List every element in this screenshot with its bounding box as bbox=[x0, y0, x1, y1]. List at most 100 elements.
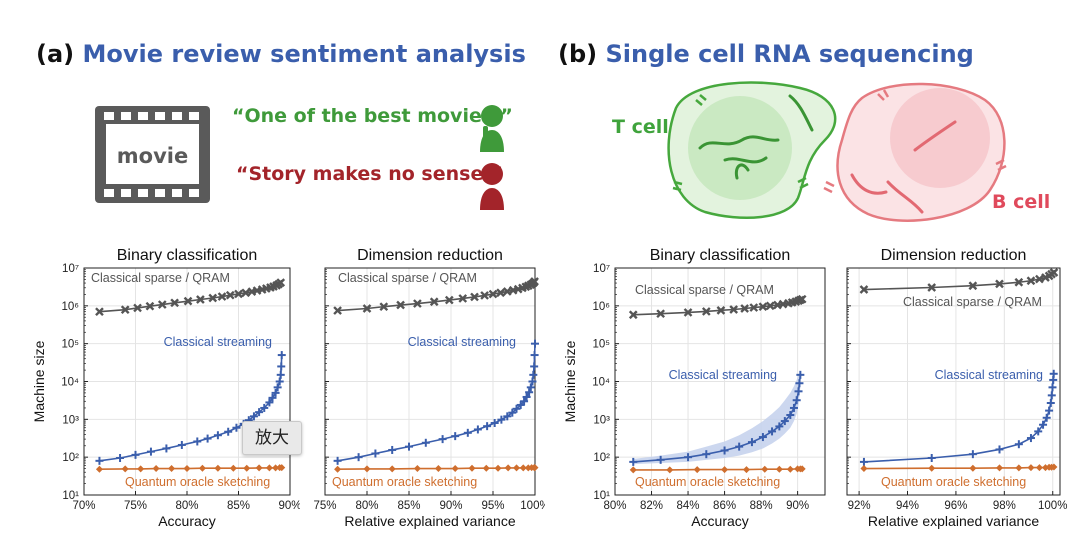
data-point-plus bbox=[451, 432, 460, 441]
data-point-diamond bbox=[388, 465, 396, 473]
data-point-cross bbox=[208, 293, 218, 303]
data-point-diamond bbox=[721, 466, 729, 474]
data-point-cross bbox=[716, 305, 726, 315]
series-annotation: Classical streaming bbox=[669, 368, 777, 382]
data-point-plus bbox=[1034, 427, 1043, 436]
x-tick-label: 98% bbox=[993, 500, 1016, 512]
y-axis-label: Machine size bbox=[31, 340, 47, 422]
data-point-plus bbox=[758, 433, 767, 442]
data-point-diamond bbox=[468, 464, 476, 472]
data-point-cross bbox=[480, 291, 489, 300]
data-point-cross bbox=[765, 301, 775, 311]
data-point-plus bbox=[629, 457, 638, 466]
data-point-plus bbox=[333, 456, 342, 465]
data-point-diamond bbox=[524, 464, 532, 472]
data-point-plus bbox=[780, 417, 789, 426]
x-tick-label: 85% bbox=[227, 500, 250, 512]
data-point-cross bbox=[683, 308, 693, 317]
y-tick-label: 10¹ bbox=[593, 490, 610, 502]
series-line bbox=[863, 466, 1055, 470]
data-point-cross bbox=[740, 304, 750, 313]
y-tick-label: 10⁴ bbox=[61, 377, 79, 389]
data-point-plus bbox=[508, 408, 517, 417]
data-point-diamond bbox=[434, 465, 442, 473]
data-point-diamond bbox=[1027, 464, 1035, 472]
panel-a-heading: (a) Movie review sentiment analysis bbox=[36, 40, 526, 68]
data-point-plus bbox=[193, 437, 202, 446]
data-point-cross bbox=[488, 289, 498, 299]
data-point-cross bbox=[157, 300, 167, 309]
data-point-cross bbox=[1049, 268, 1059, 277]
data-point-plus bbox=[438, 435, 447, 444]
data-point-plus bbox=[271, 388, 280, 397]
data-point-plus bbox=[232, 423, 241, 432]
data-point-diamond bbox=[666, 466, 674, 474]
data-point-plus bbox=[213, 431, 222, 440]
data-point-plus bbox=[927, 454, 936, 463]
data-point-diamond bbox=[229, 464, 237, 472]
data-point-cross bbox=[241, 288, 251, 298]
data-point-cross bbox=[120, 305, 130, 315]
data-point-cross bbox=[170, 298, 179, 308]
data-point-plus bbox=[463, 428, 472, 437]
data-point-diamond bbox=[798, 465, 806, 473]
data-point-plus bbox=[268, 393, 277, 402]
data-point-plus bbox=[794, 387, 803, 396]
x-tick-label: 80% bbox=[175, 500, 198, 512]
data-point-plus bbox=[968, 450, 977, 459]
data-point-plus bbox=[735, 442, 744, 451]
data-point-plus bbox=[490, 418, 499, 427]
data-point-cross bbox=[444, 295, 454, 305]
data-point-plus bbox=[656, 455, 665, 464]
data-point-diamond bbox=[504, 464, 512, 472]
chart-title: Binary classification bbox=[650, 247, 791, 264]
data-point-plus bbox=[421, 438, 430, 447]
data-point-cross bbox=[496, 288, 505, 298]
y-axis-label: Machine size bbox=[562, 340, 578, 422]
data-point-diamond bbox=[969, 464, 977, 472]
data-point-plus bbox=[520, 397, 529, 406]
data-point-plus bbox=[1048, 383, 1057, 392]
data-point-plus bbox=[786, 411, 795, 420]
data-point-plus bbox=[1014, 440, 1023, 449]
data-point-plus bbox=[497, 415, 506, 424]
data-point-diamond bbox=[786, 465, 794, 473]
data-point-diamond bbox=[137, 465, 145, 473]
data-point-cross bbox=[749, 303, 759, 312]
data-point-plus bbox=[177, 440, 186, 449]
data-point-diamond bbox=[168, 465, 176, 473]
data-point-cross bbox=[217, 292, 227, 301]
data-point-plus bbox=[116, 454, 125, 463]
data-point-diamond bbox=[451, 465, 459, 473]
data-point-plus bbox=[525, 388, 534, 397]
thumbs-up-person-icon bbox=[480, 105, 504, 152]
data-point-plus bbox=[1042, 413, 1051, 422]
x-tick-label: 86% bbox=[713, 500, 736, 512]
y-tick-label: 10² bbox=[62, 452, 79, 464]
y-tick-label: 10³ bbox=[593, 414, 610, 426]
data-point-cross bbox=[968, 281, 978, 291]
data-point-cross bbox=[1014, 277, 1024, 287]
series-annotation: Classical streaming bbox=[408, 335, 516, 349]
data-point-diamond bbox=[513, 464, 521, 472]
x-tick-label: 100% bbox=[1038, 500, 1067, 512]
positive-review-quote: “One of the best movies.” bbox=[232, 105, 513, 127]
data-point-cross bbox=[276, 278, 286, 287]
data-point-cross bbox=[656, 309, 666, 319]
x-tick-label: 84% bbox=[677, 500, 700, 512]
data-point-plus bbox=[702, 450, 711, 459]
data-point-plus bbox=[224, 427, 233, 436]
data-point-cross bbox=[628, 310, 638, 320]
x-axis-label: Accuracy bbox=[691, 513, 749, 529]
data-point-diamond bbox=[1015, 464, 1023, 472]
data-point-diamond bbox=[775, 465, 783, 473]
data-point-cross bbox=[225, 290, 235, 300]
data-point-diamond bbox=[198, 464, 206, 472]
data-point-plus bbox=[1045, 406, 1054, 415]
data-point-plus bbox=[473, 425, 482, 434]
data-point-diamond bbox=[742, 466, 750, 474]
data-point-plus bbox=[275, 377, 284, 386]
data-point-diamond bbox=[1050, 463, 1058, 471]
data-point-cross bbox=[1026, 276, 1036, 286]
series-annotation: Quantum oracle sketching bbox=[125, 475, 270, 489]
